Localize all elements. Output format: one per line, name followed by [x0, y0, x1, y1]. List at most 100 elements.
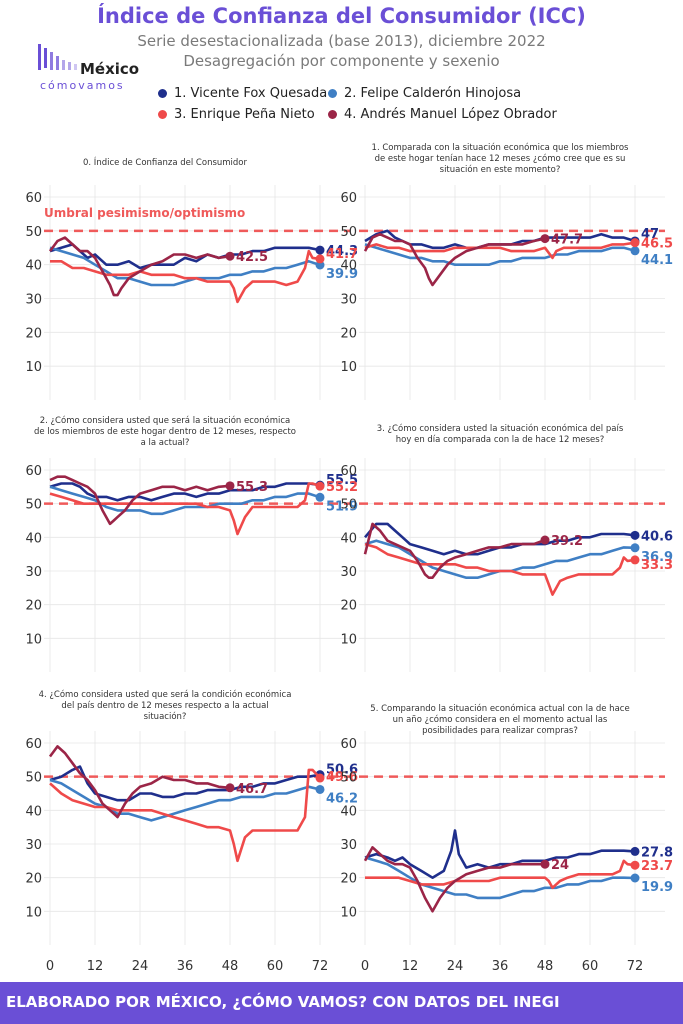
legend-item-calderon: 2. Felipe Calderón Hinojosa: [328, 86, 521, 101]
series-line: [49, 485, 321, 516]
chart-panel: 5. Comparando la situación económica act…: [340, 703, 673, 974]
y-tick-label: 40: [340, 259, 357, 274]
legend-label: 1. Vicente Fox Quesada: [174, 86, 328, 101]
chart-title-line: del país dentro de 12 meses respecto a l…: [61, 701, 268, 711]
series-end-label: 42.5: [236, 250, 268, 265]
y-tick-label: 50: [25, 498, 42, 513]
series-line: [49, 243, 321, 270]
x-tick-label: 48: [537, 959, 554, 974]
series-line: [49, 246, 321, 287]
series-end-point: [315, 773, 325, 783]
series-end-label: 51.9: [326, 499, 358, 514]
y-tick-label: 30: [340, 293, 357, 308]
series-line: [48, 236, 231, 297]
series-end-point: [225, 783, 235, 793]
series-end-point: [540, 535, 550, 545]
y-tick-label: 60: [340, 191, 357, 206]
series-end-point: [630, 846, 640, 856]
legend-dot-icon: [328, 89, 337, 98]
series-end-point: [540, 859, 550, 869]
x-tick-label: 36: [492, 959, 509, 974]
series-line: [364, 829, 636, 880]
y-tick-label: 40: [340, 804, 357, 819]
chart-title-line: de este hogar tenían hace 12 meses ¿cómo…: [375, 153, 626, 164]
x-tick-label: 60: [582, 959, 599, 974]
series-line: [364, 856, 636, 900]
y-tick-label: 50: [340, 498, 357, 513]
y-tick-label: 10: [340, 905, 357, 920]
series-line: [363, 522, 546, 580]
x-tick-label: 0: [361, 959, 369, 974]
y-tick-label: 50: [340, 225, 357, 240]
y-tick-label: 60: [340, 737, 357, 752]
y-tick-label: 50: [25, 771, 42, 786]
y-tick-label: 40: [25, 259, 42, 274]
series-line: [363, 846, 545, 913]
y-tick-label: 60: [25, 464, 42, 479]
series-line: [49, 768, 321, 863]
charts-grid: 0. Índice de Confianza del Consumidor 10 2…: [25, 142, 673, 974]
y-tick-label: 60: [25, 737, 42, 752]
legend-dot-icon: [158, 89, 167, 98]
y-tick-label: 60: [25, 191, 42, 206]
y-tick-label: 20: [25, 599, 42, 614]
legend-item-pena: 3. Enrique Peña Nieto: [158, 107, 315, 122]
series-end-point: [630, 860, 640, 870]
series-end-label: 40.6: [641, 529, 673, 544]
series-end-point: [315, 481, 325, 491]
legend-label: 3. Enrique Peña Nieto: [174, 107, 315, 122]
series-end-label: 49.6: [326, 770, 358, 785]
legend-label: 4. Andrés Manuel López Obrador: [344, 107, 557, 122]
y-tick-label: 20: [25, 326, 42, 341]
series-end-label: 46.5: [641, 237, 673, 252]
series-line: [48, 745, 231, 819]
logo-tagline: cómovamos: [40, 79, 125, 92]
series-end-point: [315, 245, 325, 255]
series-line: [49, 475, 231, 526]
chart-panel: 3. ¿Cómo considera usted la situación ec…: [340, 423, 673, 672]
series-end-point: [315, 784, 325, 794]
legend-dot-icon: [158, 110, 167, 119]
series-end-point: [540, 234, 550, 244]
series-line: [363, 232, 546, 287]
y-tick-label: 30: [25, 293, 42, 308]
x-tick-label: 72: [627, 959, 644, 974]
y-tick-label: 30: [340, 838, 357, 853]
chart-title-line: de los miembros de este hogar dentro de …: [34, 427, 296, 437]
series-end-point: [630, 530, 640, 540]
chart-title-line: situación en este momento?: [440, 164, 561, 175]
chart-title: 0. Índice de Confianza del Consumidor: [83, 156, 248, 168]
y-tick-label: 40: [340, 531, 357, 546]
series-line: [364, 243, 636, 267]
x-tick-label: 0: [46, 959, 54, 974]
series-line: [364, 241, 636, 260]
chart-title-line: hoy en día comparada con la de hace 12 m…: [396, 435, 604, 445]
series-end-label: 36.9: [641, 550, 673, 565]
series-end-label: 33.3: [641, 558, 673, 573]
y-tick-label: 40: [25, 804, 42, 819]
series-end-point: [225, 251, 235, 261]
x-tick-label: 12: [87, 959, 104, 974]
series-line: [49, 765, 321, 802]
chart-panel: 2. ¿Cómo considera usted que será la sit…: [25, 415, 358, 672]
threshold-label: Umbral pesimismo/optimismo: [44, 206, 245, 220]
series-end-point: [630, 543, 640, 553]
chart-title-line: 1. Comparada con la situación económica …: [372, 142, 629, 153]
x-tick-label: 72: [312, 959, 329, 974]
series-end-label: 55.2: [326, 480, 358, 495]
chart-panel: 0. Índice de Confianza del Consumidor 10 2…: [25, 156, 358, 400]
series-end-point: [630, 555, 640, 565]
y-tick-label: 10: [340, 360, 357, 375]
y-tick-label: 10: [25, 632, 42, 647]
series-end-label: 46.7: [236, 782, 268, 797]
series-end-label: 41.7: [326, 247, 358, 262]
legend-item-amlo: 4. Andrés Manuel López Obrador: [328, 107, 557, 122]
chart-title: 2. ¿Cómo considera usted que será la sit…: [34, 415, 296, 448]
legend-label: 2. Felipe Calderón Hinojosa: [344, 86, 522, 101]
series-end-label: 23.7: [641, 859, 673, 874]
chart-panel: 1. Comparada con la situación económica …: [340, 142, 673, 400]
series-line: [49, 482, 321, 502]
y-tick-label: 60: [340, 464, 357, 479]
series-end-label: 50.6: [326, 763, 358, 778]
x-tick-label: 48: [222, 959, 239, 974]
